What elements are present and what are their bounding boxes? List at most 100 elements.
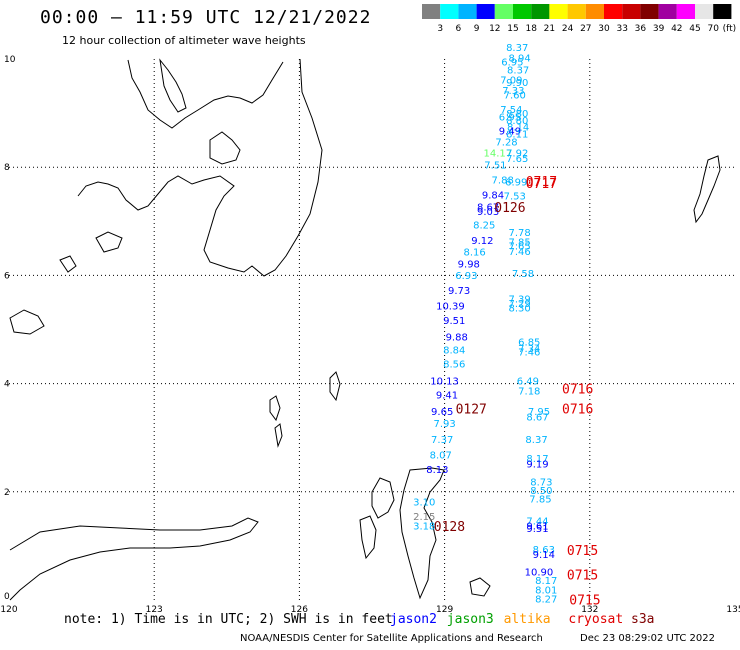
legend-tick-label: 18	[525, 24, 537, 34]
legend-unit: (ft)	[723, 24, 737, 34]
legend-swatch	[458, 4, 477, 19]
sat-s3a: s3a	[631, 612, 655, 627]
wave-height-value: 7.09	[500, 75, 522, 86]
coastline-segment	[274, 423, 283, 448]
wave-height-value: 7.44	[526, 516, 548, 527]
wave-height-value: 3.18	[413, 522, 435, 533]
legend-tick-label: 12	[489, 24, 500, 34]
coastline-segment	[209, 131, 241, 165]
sat-jason2: jason2	[390, 612, 437, 627]
wave-height-value: 8.63	[533, 545, 555, 556]
wave-height-value: 8.56	[443, 359, 465, 370]
sat-altika: altika	[503, 612, 551, 627]
sat-cryosat: cryosat	[568, 612, 624, 627]
color-legend: 3 6 9 12 15 18 21 24 27 30 33 36 39 42 45 70 (ft)	[422, 4, 737, 34]
coastline-segment	[371, 477, 395, 519]
wave-height-value: 9.51	[443, 316, 465, 327]
wave-height-value: 8.30	[508, 304, 530, 315]
wave-height-value: 7.46	[518, 347, 540, 358]
legend-tick-label: 45	[689, 24, 700, 34]
wave-height-value: 3.10	[413, 497, 435, 508]
wave-height-value: 7.60	[504, 90, 526, 101]
legend-swatch	[513, 4, 532, 19]
pass-time-label: 0717	[526, 175, 557, 190]
legend-swatch	[676, 4, 695, 19]
wave-height-value: 7.95	[528, 407, 550, 418]
page-subtitle: 12 hour collection of altimeter wave hei…	[62, 34, 306, 47]
generated-timestamp: Dec 23 08:29:02 UTC 2022	[580, 633, 715, 644]
wave-height-value: 8.84	[443, 345, 465, 356]
coastline-segment	[9, 309, 45, 335]
legend-tick-label: 9	[474, 24, 480, 34]
x-tick-label: 123	[146, 605, 163, 615]
wave-height-value: 7.65	[508, 241, 530, 252]
pass-time-label: 0716	[562, 402, 593, 417]
legend-swatch	[604, 4, 623, 19]
wave-height-value: 7.39	[508, 294, 530, 305]
pass-time-label: 0715	[567, 544, 598, 559]
legend-swatch	[531, 4, 550, 19]
coastline-segment	[469, 577, 491, 597]
pass-time-label: 0128	[434, 520, 465, 535]
coastline-segment	[329, 371, 341, 402]
wave-height-value: 6.85	[518, 338, 540, 349]
legend-tick-label: 42	[671, 24, 682, 34]
legend-swatch	[695, 4, 714, 19]
wave-height-value: 8.37	[506, 43, 528, 54]
coastline-segment	[269, 395, 281, 422]
wave-height-value: 7.18	[518, 386, 540, 397]
wave-height-value: 8.25	[473, 220, 495, 231]
wave-height-value: 8.01	[535, 586, 557, 597]
coastline-segment	[77, 58, 323, 277]
legend-swatch	[476, 4, 495, 19]
legend-swatch	[622, 4, 641, 19]
y-tick-label: 8	[4, 163, 10, 173]
legend-swatch	[585, 4, 604, 19]
wave-height-value: 8.80	[506, 109, 528, 120]
y-tick-label: 2	[4, 488, 10, 498]
legend-tick-label: 24	[562, 24, 574, 34]
wave-height-value: 7.78	[508, 228, 530, 239]
wave-height-value: 9.90	[506, 78, 528, 89]
wave-height-value: 6.93	[455, 271, 477, 282]
coastline-segment	[359, 515, 377, 560]
wave-height-value: 7.33	[502, 86, 524, 97]
x-tick-label: 120	[0, 605, 17, 615]
legend-tick-label: 70	[707, 24, 719, 34]
wave-height-value: 8.50	[530, 486, 552, 497]
wave-height-value: 7.29	[508, 299, 530, 310]
legend-swatch	[658, 4, 677, 19]
coastline-segment	[9, 517, 259, 601]
wave-height-value: 8.17	[526, 454, 548, 465]
wave-height-value: 8.17	[535, 576, 557, 587]
wave-height-value: 8.80	[506, 116, 528, 127]
pass-time-label: 0127	[456, 402, 487, 417]
map-frame	[9, 59, 735, 600]
pass-time-label: 0126	[494, 201, 525, 216]
wave-height-value: 9.41	[436, 391, 458, 402]
y-tick-label: 6	[4, 271, 10, 281]
legend-swatch	[713, 4, 732, 19]
wave-height-value: 8.37	[525, 435, 547, 446]
wave-height-value: 6.95	[501, 57, 523, 68]
wave-height-value: 9.84	[482, 191, 504, 202]
y-tick-label: 10	[4, 55, 16, 65]
x-tick-label: 135	[726, 605, 740, 615]
pass-time-label: 0716	[562, 382, 593, 397]
wave-height-value: 7.51	[484, 160, 506, 171]
wave-height-value: 10.13	[430, 377, 459, 388]
wave-height-value: 8.37	[507, 66, 529, 77]
wave-height-value: 10.90	[525, 568, 554, 579]
satellite-legend: jason2 jason3 altika cryosat s3a	[390, 612, 655, 627]
wave-height-value: 9.61	[526, 522, 548, 533]
wave-height-value: 14.17	[484, 148, 513, 159]
wave-height-value: 7.92	[506, 148, 528, 159]
map-grid	[9, 59, 735, 600]
x-tick-label: 129	[436, 605, 453, 615]
coastline-segment	[693, 155, 721, 224]
y-tick-label: 4	[4, 380, 10, 390]
footer-note: note: 1) Time is in UTC; 2) SWH is in fe…	[64, 612, 393, 627]
wave-height-value: 8.73	[530, 477, 552, 488]
wave-height-value: 8.14	[507, 122, 529, 133]
